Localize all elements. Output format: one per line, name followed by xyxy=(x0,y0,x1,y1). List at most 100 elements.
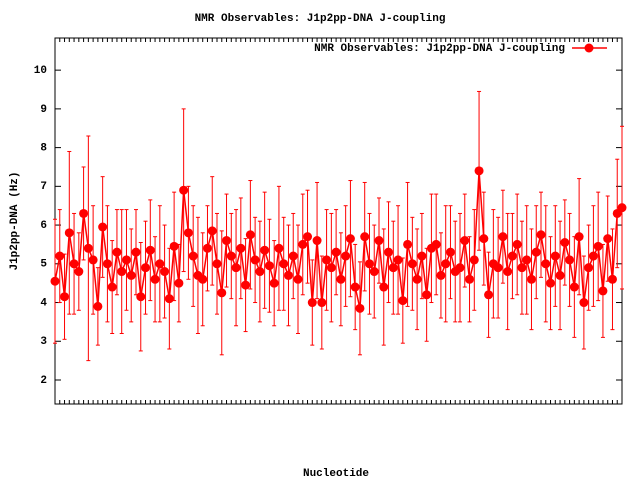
data-point xyxy=(288,251,298,261)
data-point xyxy=(60,292,70,302)
data-point xyxy=(379,282,389,292)
data-point xyxy=(269,278,279,288)
data-point xyxy=(560,237,570,247)
data-point xyxy=(131,247,141,257)
data-point xyxy=(179,185,189,195)
data-point xyxy=(617,203,627,213)
data-point xyxy=(364,259,374,269)
y-tick-label: 9 xyxy=(40,104,47,116)
data-point xyxy=(588,251,598,261)
data-point xyxy=(150,274,160,284)
data-point xyxy=(264,261,274,271)
data-point xyxy=(283,270,293,280)
data-point xyxy=(279,259,289,269)
data-point xyxy=(541,259,551,269)
data-point xyxy=(102,259,112,269)
data-point xyxy=(484,290,494,300)
y-tick-label: 6 xyxy=(40,220,47,232)
data-point xyxy=(403,239,413,249)
data-point xyxy=(460,236,470,246)
data-point xyxy=(355,303,365,313)
data-point xyxy=(250,255,260,265)
data-point xyxy=(126,270,136,280)
data-point xyxy=(107,282,117,292)
data-point xyxy=(207,226,217,236)
data-point xyxy=(155,259,165,269)
data-point xyxy=(593,241,603,251)
data-point xyxy=(160,267,170,277)
data-point xyxy=(465,274,475,284)
data-point xyxy=(236,243,246,253)
data-point xyxy=(469,255,479,265)
data-point xyxy=(50,276,60,286)
data-point xyxy=(341,251,351,261)
data-point xyxy=(169,241,179,251)
data-point xyxy=(436,270,446,280)
data-point xyxy=(69,259,79,269)
data-point xyxy=(407,259,417,269)
data-point xyxy=(479,234,489,244)
data-point xyxy=(522,255,532,265)
data-point xyxy=(217,288,227,298)
data-point xyxy=(493,263,503,273)
y-tick-label: 4 xyxy=(40,297,47,309)
data-point xyxy=(88,255,98,265)
data-point xyxy=(417,251,427,261)
series-line xyxy=(54,170,623,309)
data-point xyxy=(174,278,184,288)
y-tick-label: 7 xyxy=(40,181,47,193)
y-tick-label: 8 xyxy=(40,143,47,155)
data-point xyxy=(431,239,441,249)
data-point xyxy=(202,243,212,253)
data-point xyxy=(322,255,332,265)
y-tick-label: 5 xyxy=(40,259,47,271)
data-point xyxy=(388,263,398,273)
data-point xyxy=(164,294,174,304)
data-point xyxy=(312,236,322,246)
data-point xyxy=(603,234,613,244)
data-point xyxy=(384,247,394,257)
data-point xyxy=(455,263,465,273)
y-axis-label: J1p2pp-DNA (Hz) xyxy=(9,171,21,270)
data-point xyxy=(555,270,565,280)
chart-title: NMR Observables: J1p2pp-DNA J-coupling xyxy=(195,13,446,25)
data-point xyxy=(546,278,556,288)
data-point xyxy=(188,251,198,261)
data-point xyxy=(574,232,584,242)
data-point xyxy=(345,234,355,244)
data-point xyxy=(360,232,370,242)
data-point xyxy=(584,263,594,273)
data-point xyxy=(55,251,65,261)
data-point xyxy=(474,166,484,176)
data-point xyxy=(445,247,455,257)
data-point xyxy=(212,259,222,269)
data-point xyxy=(598,286,608,296)
data-point xyxy=(565,255,575,265)
data-point xyxy=(503,267,513,277)
data-point xyxy=(74,267,84,277)
data-point xyxy=(441,259,451,269)
plot-frame xyxy=(54,37,623,405)
data-point xyxy=(303,232,313,242)
data-point xyxy=(369,267,379,277)
data-point xyxy=(307,298,317,308)
data-point xyxy=(336,274,346,284)
data-point xyxy=(579,298,589,308)
x-axis-label: Nucleotide xyxy=(303,468,369,480)
data-point xyxy=(298,239,308,249)
data-point xyxy=(526,274,536,284)
data-point xyxy=(231,263,241,273)
data-point xyxy=(198,274,208,284)
y-tick-label: 10 xyxy=(34,65,47,77)
data-point xyxy=(536,230,546,240)
data-point xyxy=(121,255,131,265)
data-point xyxy=(507,251,517,261)
y-tick-label: 3 xyxy=(40,336,47,348)
data-point xyxy=(422,290,432,300)
data-point xyxy=(374,236,384,246)
data-point xyxy=(64,228,74,238)
data-point xyxy=(112,247,122,257)
data-point xyxy=(317,298,327,308)
data-point xyxy=(136,292,146,302)
data-point xyxy=(255,267,265,277)
